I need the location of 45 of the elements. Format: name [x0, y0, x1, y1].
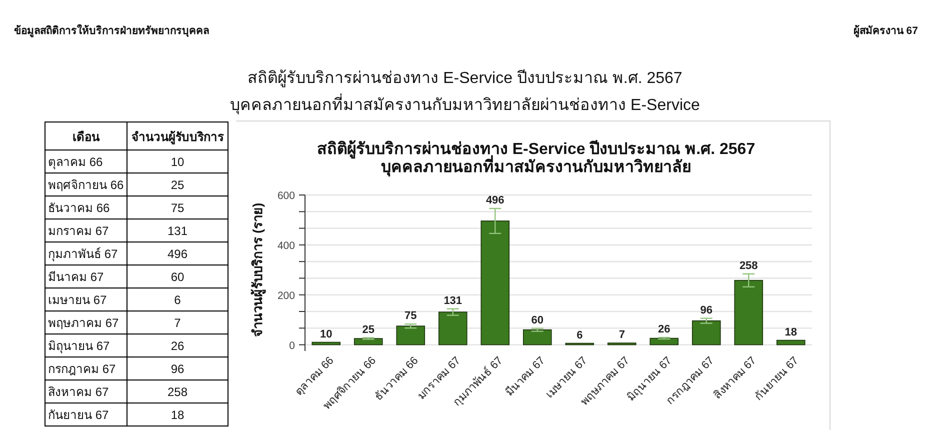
data-label: 10: [170, 155, 184, 169]
text: บุคคลภายนอกที่มาสมัครงานกับมหาวิทยาลัยผ่านช่องทาง E-Service: [230, 93, 700, 115]
y-tick-label: 0: [289, 340, 296, 352]
y-tick-label: 600: [277, 190, 296, 202]
data-label: 6: [576, 329, 583, 342]
data-label: 26: [658, 324, 670, 336]
category-label: พฤษภาคม 67: [48, 316, 120, 330]
text: เดือน: [72, 130, 100, 144]
text: ข้อมูลสถิติการให้บริการฝ่ายทรัพยากรบุคคล: [14, 23, 209, 38]
data-label: 7: [618, 329, 625, 342]
data-label: 7: [174, 316, 182, 330]
category-label: พฤศจิกายน 66: [48, 178, 124, 192]
data-label: 60: [531, 314, 544, 326]
data-label: 6: [174, 293, 182, 307]
data-label: 258: [167, 385, 188, 399]
data-label: 131: [167, 224, 188, 238]
data-label: 131: [444, 294, 462, 307]
data-label: 10: [320, 328, 332, 340]
text: จำนวนผู้รับบริการ: [132, 130, 224, 145]
data-label: 258: [739, 260, 758, 272]
data-label: 496: [167, 247, 188, 261]
data-label: 25: [170, 178, 184, 192]
text: สถิติผู้รับบริการผ่านช่องทาง E-Service ปีงบประมาณ พ.ศ. 2567: [248, 69, 682, 88]
category-label: เมษายน 67: [48, 293, 108, 307]
data-label: 96: [700, 304, 712, 316]
category-label: มิถุนายน 67: [48, 339, 110, 354]
y-tick-label: 400: [277, 240, 296, 252]
category-label: กันยายน 67: [48, 408, 110, 422]
text: ผู้สมัครงาน 67: [853, 24, 918, 38]
category-label: มีนาคม 67: [48, 270, 104, 284]
data-label: 75: [404, 310, 417, 322]
data-label: 25: [362, 324, 374, 336]
category-label: กุมภาพันธ์ 67: [48, 247, 118, 262]
category-label: ตุลาคม 66: [48, 155, 104, 170]
data-label: 26: [170, 339, 184, 353]
category-label: มกราคม 67: [48, 224, 110, 238]
data-label: 96: [170, 362, 184, 376]
y-tick-label: 200: [277, 290, 296, 302]
category-label: ธันวาคม 66: [48, 201, 110, 215]
data-label: 18: [170, 408, 184, 422]
data-label: 18: [784, 326, 797, 338]
data-label: 496: [486, 194, 504, 206]
data-label: 75: [170, 201, 184, 215]
data-label: 60: [170, 270, 184, 284]
y-axis-title: จำนวนผู้รับบริการ (ราย): [250, 202, 266, 338]
